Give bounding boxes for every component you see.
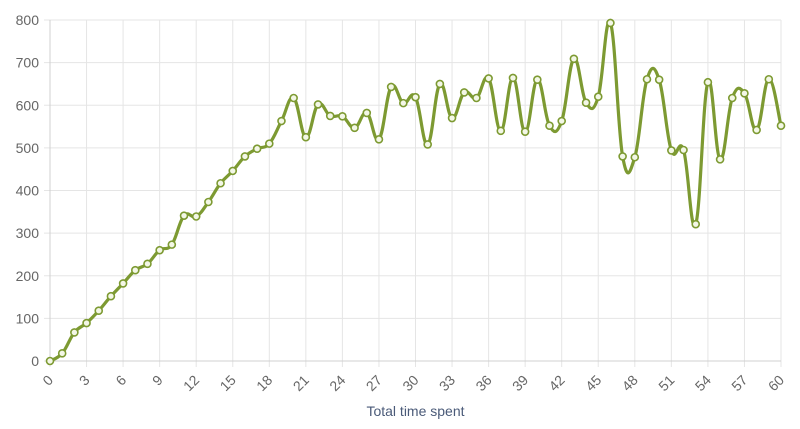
data-point[interactable] xyxy=(752,125,761,135)
data-point[interactable] xyxy=(459,88,469,97)
y-tick-label: 500 xyxy=(16,140,40,156)
data-point[interactable] xyxy=(240,152,250,161)
data-point[interactable] xyxy=(57,349,67,358)
x-tick-label: 12 xyxy=(180,372,202,394)
data-point[interactable] xyxy=(533,75,542,84)
data-point[interactable] xyxy=(581,98,591,107)
x-tick-label: 54 xyxy=(692,372,714,394)
data-point[interactable] xyxy=(350,123,359,133)
x-tick-label: 42 xyxy=(545,372,567,394)
data-point[interactable] xyxy=(667,146,676,155)
data-point[interactable] xyxy=(679,145,688,155)
data-point[interactable] xyxy=(496,126,506,136)
x-tick-label: 21 xyxy=(290,372,312,394)
x-tick-label: 24 xyxy=(326,372,348,394)
data-point[interactable] xyxy=(654,75,664,84)
axes xyxy=(49,20,781,362)
x-tick-label: 18 xyxy=(253,372,275,394)
x-tick-label: 30 xyxy=(399,372,421,394)
data-point[interactable] xyxy=(399,98,408,108)
data-point[interactable] xyxy=(313,100,323,109)
x-tick-label: 51 xyxy=(655,372,677,394)
x-tick-label: 57 xyxy=(728,372,750,394)
x-tick-label: 48 xyxy=(619,372,641,394)
data-point[interactable] xyxy=(289,93,298,103)
y-tick-label: 400 xyxy=(16,183,40,199)
data-point[interactable] xyxy=(618,152,627,161)
x-tick-label: 6 xyxy=(112,372,129,389)
data-point[interactable] xyxy=(423,140,432,149)
data-point[interactable] xyxy=(228,166,238,176)
data-point[interactable] xyxy=(435,79,445,89)
data-point[interactable] xyxy=(70,328,79,337)
x-tick-label: 36 xyxy=(472,372,494,394)
data-point[interactable] xyxy=(411,92,420,102)
data-point[interactable] xyxy=(386,82,396,92)
data-point[interactable] xyxy=(447,113,457,123)
data-point[interactable] xyxy=(143,259,152,269)
data-point[interactable] xyxy=(155,245,164,255)
data-point[interactable] xyxy=(715,155,725,164)
y-tick-label: 700 xyxy=(16,55,40,71)
data-point[interactable] xyxy=(630,152,640,162)
data-point[interactable] xyxy=(277,116,286,126)
data-point[interactable] xyxy=(338,112,347,121)
data-point[interactable] xyxy=(557,116,567,126)
grid xyxy=(44,19,782,367)
x-tick-label: 33 xyxy=(436,372,458,394)
data-point[interactable] xyxy=(727,93,737,103)
data-point[interactable] xyxy=(118,279,128,288)
data-point[interactable] xyxy=(740,89,749,98)
data-point[interactable] xyxy=(325,111,335,121)
data-point[interactable] xyxy=(301,132,311,142)
x-tick-label: 9 xyxy=(149,372,166,389)
x-tick-label: 15 xyxy=(217,372,239,394)
data-point[interactable] xyxy=(179,211,189,220)
y-tick-label: 200 xyxy=(16,268,40,284)
data-point[interactable] xyxy=(167,240,177,249)
data-point[interactable] xyxy=(484,74,493,83)
data-point[interactable] xyxy=(472,93,481,103)
data-point[interactable] xyxy=(191,212,201,221)
data-point[interactable] xyxy=(264,139,274,148)
x-tick-label: 39 xyxy=(509,372,531,394)
x-tick-label: 60 xyxy=(765,372,787,394)
y-tick-label: 300 xyxy=(16,225,40,241)
data-point[interactable] xyxy=(703,77,713,87)
data-point[interactable] xyxy=(82,318,91,328)
y-tick-label: 800 xyxy=(16,12,40,28)
x-tick-label: 45 xyxy=(582,372,604,394)
data-point[interactable] xyxy=(374,135,384,144)
data-point[interactable] xyxy=(606,18,615,28)
data-point[interactable] xyxy=(508,73,518,83)
data-point[interactable] xyxy=(776,121,786,131)
data-point[interactable] xyxy=(520,127,530,136)
data-point[interactable] xyxy=(216,178,225,188)
x-tick-label: 27 xyxy=(363,372,385,394)
data-point[interactable] xyxy=(252,144,262,154)
data-point[interactable] xyxy=(204,197,213,207)
data-point[interactable] xyxy=(45,356,55,366)
x-tick-label: 0 xyxy=(39,372,56,389)
data-point[interactable] xyxy=(94,306,104,316)
data-point[interactable] xyxy=(764,74,774,84)
data-points xyxy=(45,18,786,366)
data-point[interactable] xyxy=(691,219,701,229)
x-axis-title: Total time spent xyxy=(366,403,464,419)
data-point[interactable] xyxy=(106,291,116,301)
x-tick-label: 3 xyxy=(76,372,93,389)
data-point[interactable] xyxy=(569,54,579,64)
data-point[interactable] xyxy=(545,121,554,131)
y-tick-label: 600 xyxy=(16,97,40,113)
data-point[interactable] xyxy=(130,265,140,275)
data-point[interactable] xyxy=(642,74,652,84)
y-tick-label: 0 xyxy=(31,353,39,369)
y-tick-label: 100 xyxy=(16,310,40,326)
data-point[interactable] xyxy=(362,108,372,118)
data-point[interactable] xyxy=(593,92,603,102)
